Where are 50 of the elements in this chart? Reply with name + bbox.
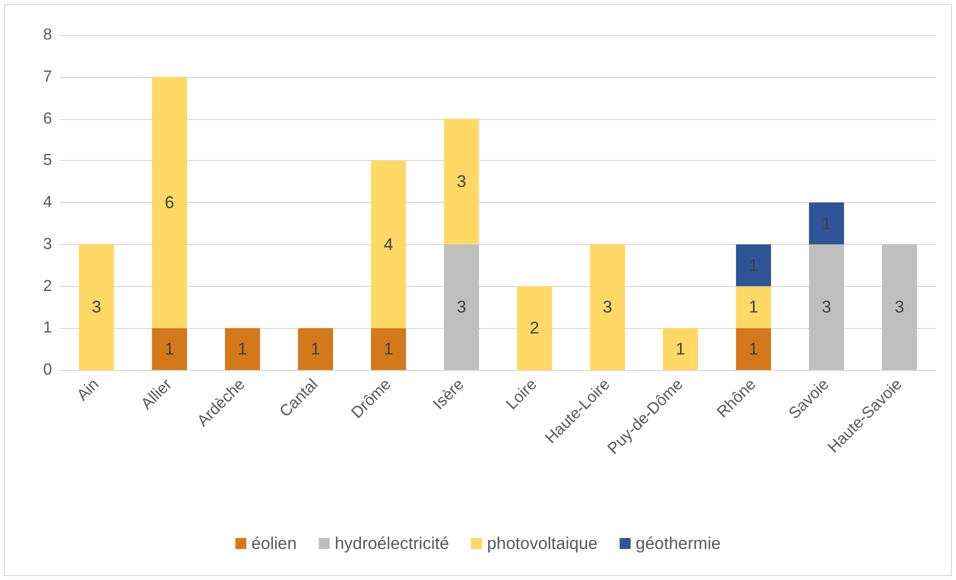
y-tick-label: 2	[43, 278, 52, 295]
data-label: 3	[894, 298, 904, 317]
bar	[662, 328, 698, 370]
bar	[298, 328, 334, 370]
bar	[370, 160, 406, 328]
bar	[78, 244, 114, 370]
bar	[882, 244, 918, 370]
y-tick-label: 5	[43, 152, 52, 170]
y-tick-label: 8	[43, 26, 52, 44]
data-label: 6	[164, 193, 174, 212]
data-label: 3	[92, 298, 102, 317]
legend-label: géothermie	[636, 534, 721, 553]
bar	[152, 76, 188, 328]
legend-label: hydroélectricité	[334, 534, 450, 553]
bar	[224, 328, 260, 370]
data-label: 1	[748, 340, 758, 359]
bar	[444, 118, 480, 244]
bar	[152, 328, 188, 370]
bar	[736, 328, 772, 370]
y-tick-label: 6	[43, 110, 52, 128]
y-tick-label: 1	[43, 320, 52, 337]
bar	[736, 244, 772, 286]
y-tick-label: 0	[43, 362, 52, 378]
data-label: 2	[530, 318, 540, 338]
data-label: 1	[164, 340, 174, 359]
data-label: 1	[748, 298, 758, 317]
data-label: 1	[748, 256, 758, 275]
y-tick-label: 7	[43, 68, 52, 86]
data-label: 1	[238, 340, 248, 359]
legend-label: éolien	[251, 534, 297, 553]
legend-label: photovoltaique	[487, 534, 598, 553]
bar	[516, 286, 552, 370]
data-label: 1	[676, 340, 686, 359]
y-tick-label: 4	[43, 194, 52, 211]
bar	[444, 244, 480, 370]
data-label: 1	[310, 340, 320, 359]
data-label: 1	[822, 214, 832, 233]
data-label: 3	[602, 298, 612, 317]
y-tick-label: 3	[43, 236, 52, 253]
data-label: 3	[456, 172, 466, 192]
data-label: 3	[456, 298, 466, 317]
bar	[590, 244, 626, 370]
bar	[736, 286, 772, 328]
bar	[808, 244, 844, 370]
data-label: 4	[384, 234, 394, 254]
data-label: 3	[822, 298, 832, 317]
x-tick-label: Ain	[74, 376, 103, 404]
bar	[370, 328, 406, 370]
bar	[808, 202, 844, 244]
data-label: 1	[384, 340, 394, 359]
